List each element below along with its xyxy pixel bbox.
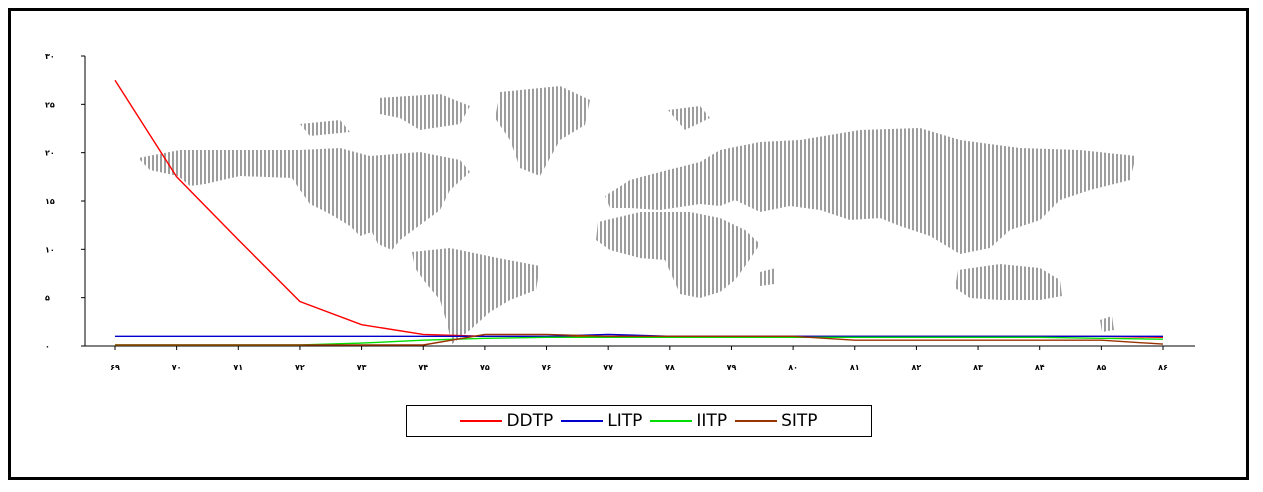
y-tick-label: ۰	[45, 342, 50, 351]
legend-item-litp: LITP	[561, 411, 642, 431]
x-tick-label: ۸۵	[1096, 363, 1106, 372]
x-axis-ticks: ۶۹ ۷۰ ۷۱ ۷۲ ۷۳ ۷۴ ۷۵ ۷۶ ۷۷ ۷۸ ۷۹ ۸۰ ۸۱ ۸۲ ۸۳ ۸۴ ۸۵ ۸۶	[110, 346, 1168, 372]
north-america-shape	[138, 148, 470, 250]
x-tick-label: ۸۰	[788, 363, 798, 372]
legend-label-sitp: SITP	[781, 411, 818, 431]
x-tick-label: ۷۶	[542, 363, 552, 372]
y-tick-label: ۲۰	[45, 149, 55, 158]
legend-swatch-sitp	[735, 420, 778, 422]
arctic-islands-shape	[300, 94, 470, 136]
legend-swatch-ddtp	[460, 420, 503, 422]
x-tick-label: ۸۶	[1158, 363, 1168, 372]
x-tick-label: ۷۳	[357, 363, 367, 372]
legend: DDTP LITP IITP SITP	[406, 405, 872, 437]
y-tick-label: ۳۰	[45, 52, 55, 61]
x-tick-label: ۸۱	[850, 363, 860, 372]
x-tick-label: ۷۰	[172, 363, 182, 372]
legend-label-ddtp: DDTP	[506, 411, 554, 431]
europe-asia-shape	[605, 128, 1136, 254]
legend-label-iitp: IITP	[696, 411, 728, 431]
y-tick-label: ۱۵	[45, 197, 55, 206]
series-line-iitp	[115, 336, 1164, 346]
x-tick-label: ۶۹	[110, 363, 120, 372]
x-tick-label: ۸۳	[973, 363, 983, 372]
series-line-litp	[115, 333, 1163, 337]
legend-item-ddtp: DDTP	[460, 411, 553, 431]
africa-shape	[596, 212, 760, 298]
x-tick-label: ۷۱	[233, 363, 243, 372]
x-tick-label: ۷۹	[727, 363, 737, 372]
x-tick-label: ۷۴	[418, 363, 428, 372]
legend-label-litp: LITP	[607, 411, 643, 431]
world-map-background	[138, 86, 1136, 344]
x-tick-label: ۸۲	[912, 363, 922, 372]
series-lines	[114, 79, 1164, 346]
australia-shape	[955, 264, 1062, 300]
y-axis-ticks: ۰ ۵ ۱۰ ۱۵ ۲۰ ۲۵ ۳۰	[45, 52, 85, 351]
y-tick-label: ۵	[45, 294, 50, 303]
series-line-sitp	[115, 333, 1164, 346]
x-tick-label: ۷۵	[480, 363, 490, 372]
legend-swatch-iitp	[650, 420, 693, 422]
y-tick-label: ۲۵	[45, 100, 55, 109]
legend-swatch-litp	[561, 420, 604, 422]
x-tick-label: ۸۴	[1035, 363, 1045, 372]
x-tick-label: ۷۷	[603, 363, 613, 372]
greenland-shape	[495, 86, 590, 176]
legend-item-sitp: SITP	[735, 411, 818, 431]
y-tick-label: ۱۰	[45, 245, 55, 254]
legend-item-iitp: IITP	[650, 411, 727, 431]
x-tick-label: ۷۲	[295, 363, 305, 372]
x-tick-label: ۷۸	[665, 363, 675, 372]
south-america-shape	[412, 248, 540, 344]
